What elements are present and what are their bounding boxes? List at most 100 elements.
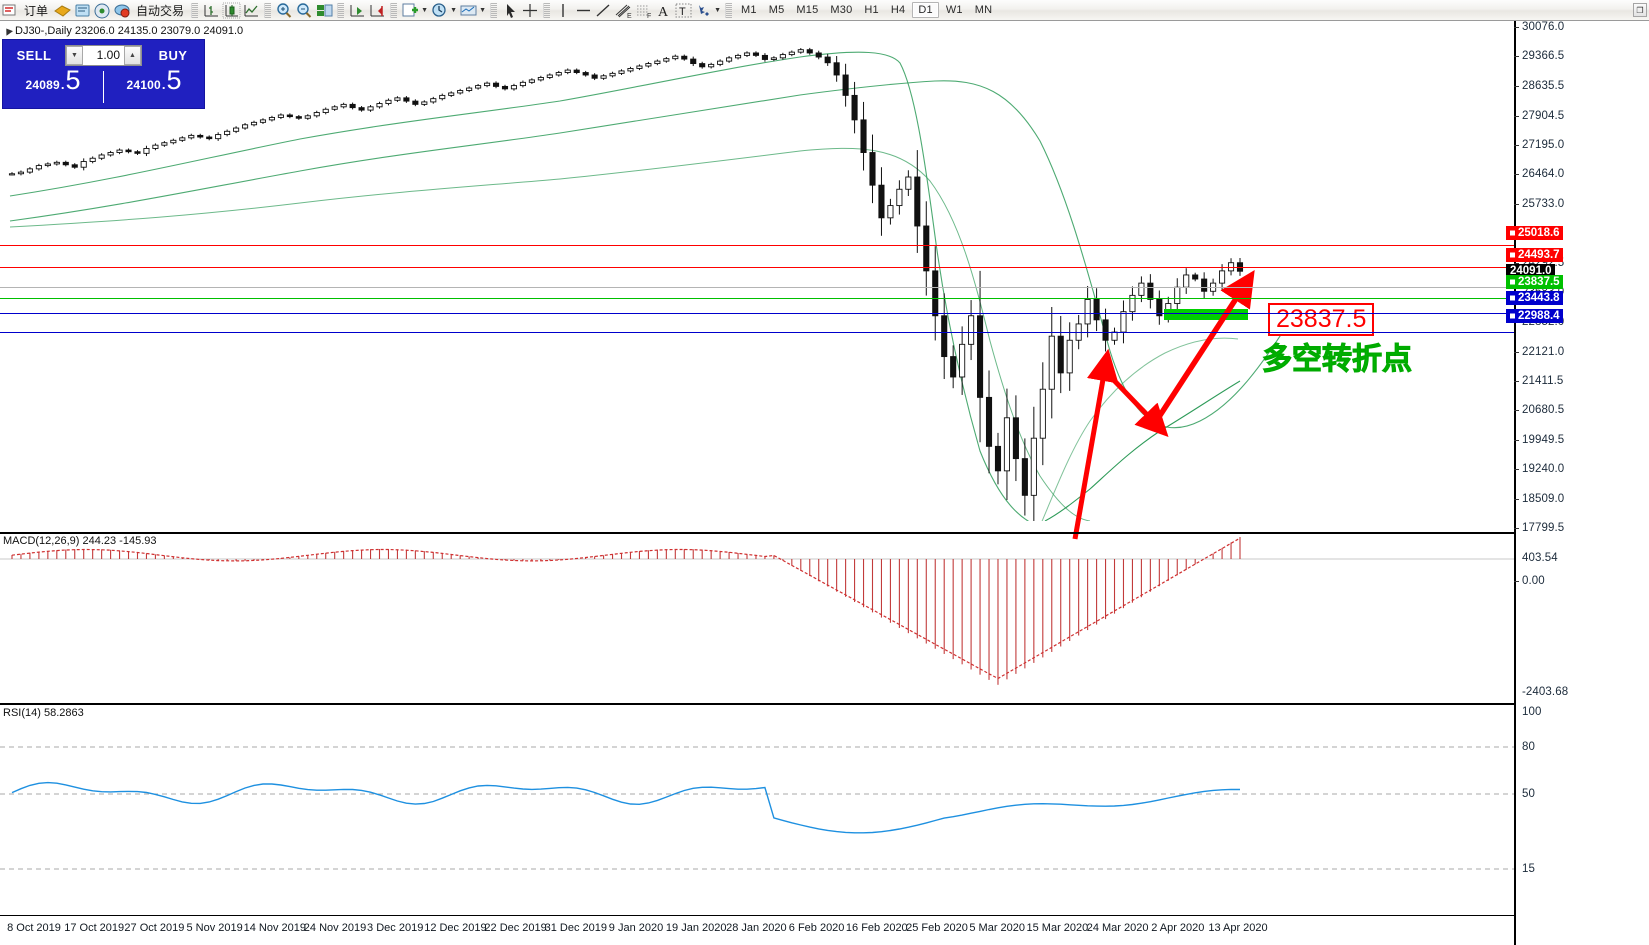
signals-icon[interactable] (92, 1, 112, 19)
price-plot (8, 47, 1291, 521)
date-axis[interactable]: 8 Oct 2019 17 Oct 2019 27 Oct 2019 5 Nov 20… (0, 915, 1514, 945)
volume-decrease-button[interactable]: ▼ (66, 45, 83, 65)
rsi-axis-label-80: 80 (1522, 741, 1535, 753)
zoom-in-icon[interactable] (274, 1, 294, 19)
cursor-icon[interactable] (500, 1, 520, 19)
buy-button[interactable]: BUY (158, 47, 188, 63)
new-order-icon[interactable] (52, 1, 72, 19)
indicators-icon[interactable] (458, 1, 478, 19)
rsi-axis-label-100: 100 (1522, 706, 1542, 718)
level-line-25018[interactable] (0, 245, 1514, 246)
tab-timeframe-d1[interactable]: D1 (912, 2, 939, 18)
price-axis-tick (1514, 85, 1519, 87)
price-axis-tick-label: 27195.0 (1522, 138, 1565, 151)
orders-icon[interactable] (0, 1, 20, 19)
buy-price[interactable]: 24100 . 5 (104, 67, 204, 107)
date-axis-label: 19 Jan 2020 (665, 922, 727, 934)
date-axis-label: 28 Jan 2020 (726, 922, 787, 934)
price-axis-tick (1514, 174, 1519, 176)
level-line-24091-last (0, 287, 1514, 288)
tile-windows-icon[interactable] (314, 1, 334, 19)
date-axis-label: 8 Oct 2019 (7, 922, 61, 934)
volume-stepper[interactable]: ▼ 1.00 ▲ (65, 44, 142, 66)
sell-button[interactable]: SELL (16, 47, 52, 63)
indicators-dropdown-arrow[interactable]: ▼ (479, 6, 486, 14)
window-restore-button[interactable]: ❐ (1633, 3, 1647, 17)
tab-timeframe-m1[interactable]: M1 (741, 4, 757, 16)
tab-timeframe-h4[interactable]: H4 (890, 4, 906, 16)
terminal-icon[interactable] (72, 1, 92, 19)
sell-price-dot: . (60, 77, 65, 92)
price-axis-tick (1514, 528, 1519, 529)
macd-axis-label-min: -2403.68 (1522, 686, 1569, 698)
date-axis-label: 27 Oct 2019 (124, 922, 185, 934)
price-level-tag-25018-6[interactable]: 25018.6 (1506, 226, 1563, 241)
horizontal-line-icon[interactable] (573, 1, 593, 19)
orders-label[interactable]: 订单 (24, 3, 49, 18)
shapes-icon[interactable] (693, 1, 713, 19)
symbol-info-line: DJ30-,Daily 23206.0 24135.0 23079.0 2409… (3, 25, 243, 37)
price-level-tag-22988-4[interactable]: 22988.4 (1506, 309, 1563, 324)
price-axis-line (1514, 21, 1516, 945)
equidistant-channel-icon[interactable]: E (613, 1, 633, 19)
fibonacci-icon[interactable]: F (633, 1, 653, 19)
candlestick-chart-icon[interactable] (221, 1, 241, 19)
toolbar-separator (543, 2, 551, 18)
buy-price-decimal: 5 (166, 65, 182, 95)
chinese-note-annotation: 多空转折点 (1262, 342, 1413, 378)
volume-value[interactable]: 1.00 (96, 48, 120, 62)
chart-area[interactable]: DJ30-,Daily 23206.0 24135.0 23079.0 2409… (0, 21, 1649, 945)
crosshair-icon[interactable] (520, 1, 540, 19)
sell-price[interactable]: 24089 . 5 (3, 67, 103, 107)
line-chart-icon[interactable] (241, 1, 261, 19)
text-label-icon[interactable]: T (673, 1, 693, 19)
shapes-dropdown-arrow[interactable]: ▼ (714, 6, 721, 14)
price-axis-tick (1514, 27, 1519, 28)
tab-timeframe-w1[interactable]: W1 (945, 4, 963, 16)
price-level-tag-23837-5[interactable]: 23837.5 (1506, 274, 1563, 289)
volume-increase-button[interactable]: ▲ (124, 45, 141, 65)
date-axis-label: 17 Oct 2019 (64, 922, 125, 934)
date-axis-label: 5 Nov 2019 (186, 922, 243, 934)
order-panel-prices: 24089 . 5 24100 . 5 (3, 67, 204, 107)
price-axis-tick (1514, 263, 1519, 265)
period-dropdown-arrow[interactable]: ▼ (450, 6, 457, 14)
one-click-trading-panel[interactable]: SELL ▼ 1.00 ▲ BUY 24089 . 5 24100 . (2, 39, 205, 109)
macd-axis-tick (1514, 581, 1519, 582)
autotrade-label[interactable]: 自动交易 (136, 3, 185, 18)
tab-timeframe-mn[interactable]: MN (974, 4, 993, 16)
auto-scroll-icon[interactable] (367, 1, 387, 19)
trendline-icon[interactable] (593, 1, 613, 19)
price-axis[interactable]: 30076.0 29366.5 28635.5 27904.5 27195.0 26464… (1506, 21, 1649, 945)
rsi-axis-label-50: 50 (1522, 788, 1535, 800)
template-icon[interactable] (400, 1, 420, 19)
tab-timeframe-m5[interactable]: M5 (768, 4, 785, 16)
market-icon[interactable] (112, 1, 132, 19)
zoom-out-icon[interactable] (294, 1, 314, 19)
price-axis-tick-label: 22121.0 (1522, 345, 1565, 358)
vertical-line-icon[interactable] (553, 1, 573, 19)
order-panel-controls[interactable]: SELL ▼ 1.00 ▲ BUY (3, 40, 204, 67)
level-line-23837-pivot[interactable] (0, 298, 1514, 299)
period-icon[interactable] (429, 1, 449, 19)
price-axis-tick-label: 25733.0 (1522, 198, 1565, 211)
svg-text:E: E (627, 13, 632, 19)
template-dropdown-arrow[interactable]: ▼ (421, 6, 428, 14)
price-level-tag-24493-7[interactable]: 24493.7 (1506, 247, 1563, 262)
date-axis-label: 15 Mar 2020 (1026, 922, 1089, 934)
price-axis-tick-label: 28635.5 (1522, 79, 1565, 92)
tab-timeframe-m15[interactable]: M15 (796, 4, 819, 16)
price-axis-tick (1514, 351, 1519, 353)
svg-text:A: A (658, 5, 669, 19)
main-toolbar[interactable]: 订单 自动交易 (0, 0, 1649, 21)
shift-end-icon[interactable] (347, 1, 367, 19)
sell-price-decimal: 5 (65, 65, 81, 95)
tab-timeframe-h1[interactable]: H1 (864, 4, 879, 16)
text-icon[interactable]: A (653, 1, 673, 19)
level-line-23443[interactable] (0, 313, 1514, 314)
level-line-22988[interactable] (0, 332, 1514, 333)
level-line-24493[interactable] (0, 267, 1514, 268)
price-level-tag-23443-8[interactable]: 23443.8 (1506, 290, 1563, 305)
tab-timeframe-m30[interactable]: M30 (830, 4, 853, 16)
bar-chart-icon[interactable] (201, 1, 221, 19)
